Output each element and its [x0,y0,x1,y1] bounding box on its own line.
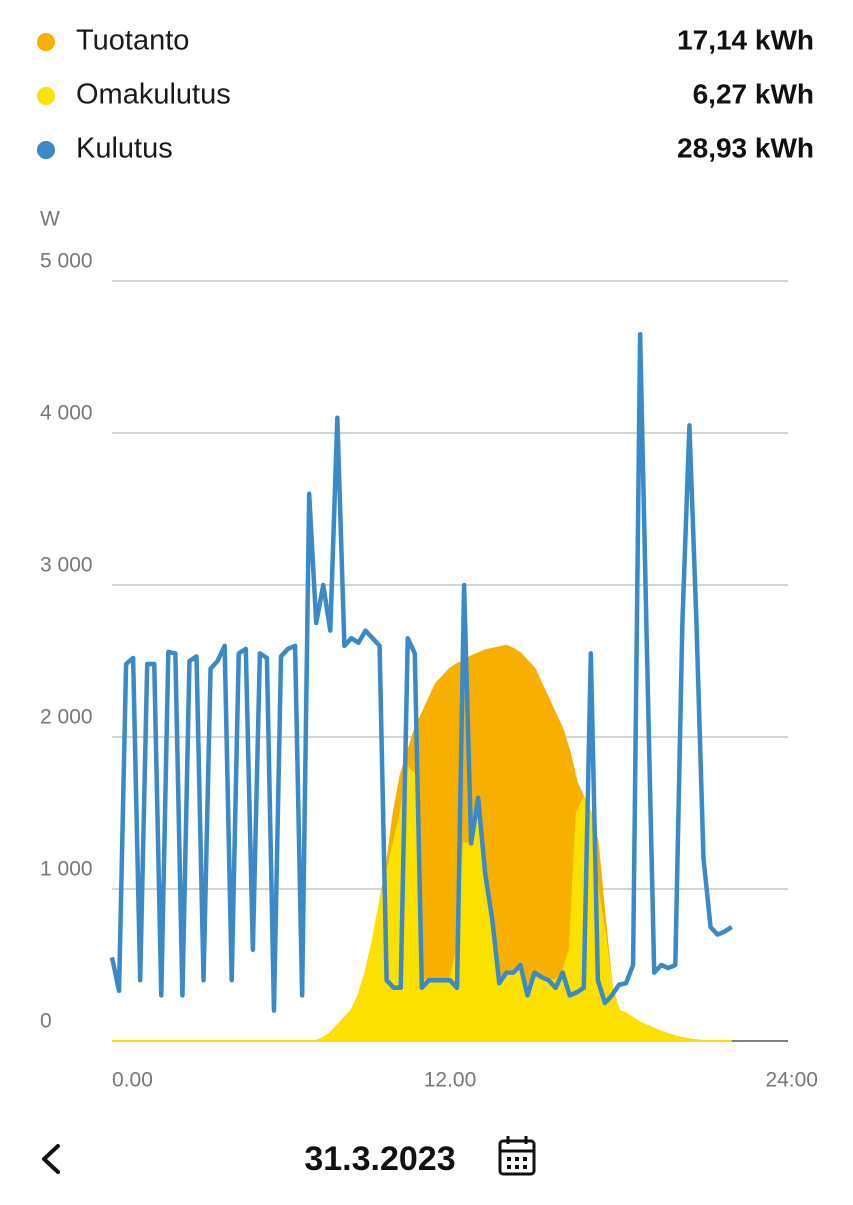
legend-total: 17,14 kWh [677,24,814,55]
legend-label: Kulutus [76,133,173,165]
y-tick-label: 1 000 [40,858,93,881]
legend-marker [37,87,55,105]
line [109,331,733,1013]
legend-marker [37,33,55,51]
x-tick-label: 0.00 [112,1069,153,1092]
date: 31.3.2023 [304,1140,455,1178]
calendar-icon-dots [507,1157,527,1169]
back-button[interactable] [42,1144,60,1174]
legend-total: 28,93 kWh [677,132,814,163]
legend-marker [37,141,55,159]
x-tick-label: 12.00 [424,1069,477,1092]
legend-label: Tuotanto [76,25,189,57]
area [112,765,732,1042]
y-tick-label: 3 000 [40,554,93,577]
back-icon[interactable] [42,1144,60,1174]
y-axis-label: W [40,208,60,231]
legend-label: Omakulutus [76,79,231,111]
plot [109,280,788,1042]
calendar-button[interactable] [498,1136,536,1176]
calendar-icon[interactable] [498,1139,536,1176]
x-tick-label: 24:00 [765,1069,818,1092]
y-tick-label: 0 [40,1010,52,1033]
y-tick-label: 2 000 [40,706,93,729]
legend-total: 6,27 kWh [693,78,814,109]
y-tick-label: 4 000 [40,402,93,425]
y-tick-label: 5 000 [40,250,93,273]
